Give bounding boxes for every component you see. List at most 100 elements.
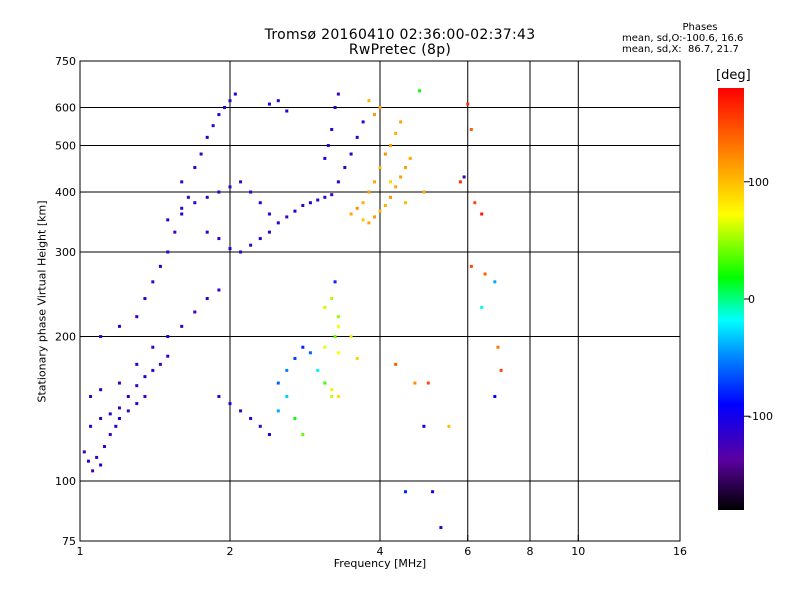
data-point [205,195,209,199]
data-point [117,406,121,410]
data-point [458,180,462,184]
data-point [158,264,162,268]
data-point [193,201,197,205]
data-point [403,165,407,169]
data-point [258,201,262,205]
data-point [493,280,497,284]
colorbar-tick-label: 100 [748,176,769,189]
data-point [217,190,221,194]
y-tick-label: 750 [55,55,76,68]
x-tick-label: 10 [571,545,585,558]
data-point [99,416,103,420]
chart-title: Tromsø 20160410 02:36:00-02:37:43 [264,27,536,43]
data-point [285,395,289,399]
data-point [108,433,112,437]
data-point [285,109,289,113]
x-tick-label: 16 [673,545,687,558]
data-point [301,433,305,437]
data-point [180,212,184,216]
data-point [135,315,139,319]
y-tick-label: 400 [55,186,76,199]
data-point [223,106,227,110]
data-point [355,206,359,210]
data-point [473,201,477,205]
data-point [228,185,232,189]
data-point [422,424,426,428]
data-point [180,206,184,210]
y-tick-label: 75 [62,535,76,548]
data-point [239,180,243,184]
data-point [373,180,377,184]
data-point [408,156,412,160]
data-point [308,201,312,205]
data-point [383,203,387,207]
data-point [394,362,398,366]
data-point [367,221,371,225]
data-point [349,212,353,216]
data-point [336,395,340,399]
data-point [117,381,121,385]
data-point [166,250,170,254]
data-point [217,288,221,292]
data-point [239,250,243,254]
data-point [389,144,393,148]
data-point [217,395,221,399]
data-point [166,335,170,339]
data-point [469,264,473,268]
data-point [199,152,203,156]
y-tick-label: 200 [55,331,76,344]
data-point [117,324,121,328]
data-point [361,218,365,222]
data-point [336,324,340,328]
x-tick-label: 2 [227,545,234,558]
data-point [378,106,382,110]
data-point [355,356,359,360]
data-point [323,305,327,309]
y-axis-label: Stationary phase Virtual Height [km] [35,200,49,403]
data-point [114,424,118,428]
data-point [276,99,280,103]
data-point [151,280,155,284]
data-point [143,297,147,301]
data-point [422,190,426,194]
data-point [117,416,121,420]
data-point [431,490,435,494]
legend-o-stats: mean, sd,O:-100.6, 16.6 [622,33,744,44]
data-point [108,412,112,416]
colorbar [718,88,744,510]
data-point [276,221,280,225]
data-point [186,195,190,199]
data-point [103,445,107,449]
y-tick-label: 100 [55,475,76,488]
data-point [99,335,103,339]
data-point [126,395,130,399]
data-point [394,131,398,135]
data-point [323,381,327,385]
data-point [447,424,451,428]
data-point [361,120,365,124]
data-point [151,368,155,372]
x-tick-label: 1 [77,545,84,558]
data-point [316,198,320,202]
data-point [86,459,90,463]
data-point [151,345,155,349]
legend-title: Phases [682,22,718,33]
data-point [389,195,393,199]
data-point [285,215,289,219]
data-point [293,416,297,420]
data-point [469,127,473,131]
data-point [228,402,232,406]
data-point [193,165,197,169]
colorbar-ticks: 100 0 -100 [744,176,773,423]
data-point [399,175,403,179]
data-points [82,89,503,530]
data-point [217,113,221,117]
data-point [233,92,237,96]
data-point [326,144,330,148]
data-point [403,201,407,205]
data-point [99,388,103,392]
data-point [316,368,320,372]
data-point [91,469,95,473]
data-point [333,106,337,110]
